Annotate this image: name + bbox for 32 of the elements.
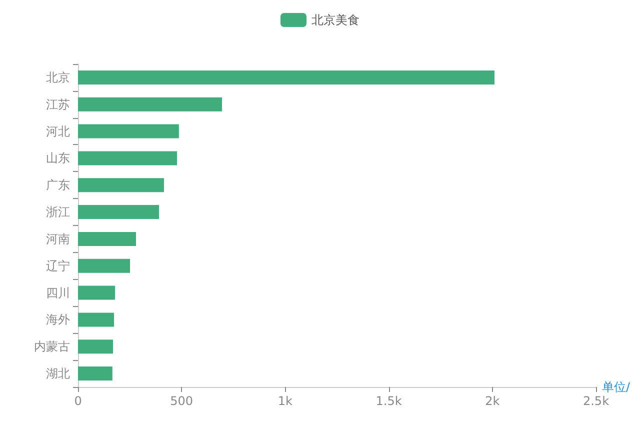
x-tick-label: 2k	[485, 394, 500, 408]
bar	[78, 366, 112, 381]
y-tick-label: 辽宁	[46, 258, 70, 273]
y-tick-label: 内蒙古	[34, 340, 70, 354]
x-tick-label: 1.5k	[376, 394, 402, 408]
x-axis-title: 单位/	[602, 380, 631, 394]
x-tick-label: 2.5k	[582, 394, 610, 408]
y-tick-label: 河南	[46, 232, 70, 246]
bar	[78, 70, 494, 84]
bar	[78, 258, 130, 273]
bar	[78, 312, 114, 327]
y-tick-label: 海外	[46, 312, 70, 327]
y-tick-label: 四川	[46, 286, 70, 300]
y-tick-label: 北京	[46, 70, 70, 84]
y-tick-label: 广东	[46, 178, 70, 192]
bar	[78, 124, 179, 138]
x-tick-label: 1k	[278, 394, 293, 408]
x-tick-label: 500	[170, 394, 194, 408]
y-tick-label: 浙江	[46, 205, 70, 220]
bar	[78, 97, 222, 112]
y-tick-label: 河北	[46, 124, 70, 138]
y-tick-label: 江苏	[46, 97, 70, 112]
bar	[78, 178, 164, 192]
legend-label: 北京美食	[312, 13, 360, 27]
y-tick-label: 湖北	[46, 366, 70, 381]
x-tick-label: 0	[74, 394, 82, 408]
bar	[78, 205, 160, 220]
bar	[78, 286, 116, 300]
bar	[78, 232, 136, 246]
bar	[78, 151, 178, 166]
bar	[78, 340, 114, 354]
y-tick-label: 山东	[46, 151, 70, 166]
